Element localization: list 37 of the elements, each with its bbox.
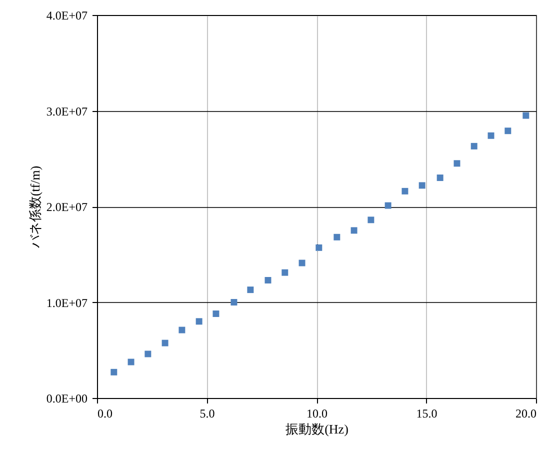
point — [230, 299, 238, 306]
x-tick-label: 20.0 — [516, 406, 536, 420]
point — [368, 216, 374, 224]
point — [196, 318, 202, 325]
point — [316, 244, 322, 251]
point — [144, 350, 152, 358]
y-tick-label: 4.0E+07 — [46, 8, 88, 22]
y-tick-label: 3.0E+07 — [46, 104, 88, 118]
point — [247, 286, 254, 294]
point — [128, 358, 134, 366]
x-axis-title: 振動数(Hz) — [286, 422, 348, 436]
point — [350, 227, 358, 234]
y-tick-label: 0.0E+00 — [46, 392, 88, 406]
y-tick-label: 1.0E+07 — [46, 296, 88, 310]
y-tick-label: 2.0E+07 — [46, 200, 88, 214]
point — [436, 174, 444, 182]
point — [504, 128, 512, 134]
point — [402, 188, 408, 194]
point — [162, 340, 168, 346]
point — [264, 276, 272, 284]
point — [282, 269, 288, 276]
point — [178, 326, 186, 334]
point — [384, 202, 392, 209]
point — [110, 368, 118, 376]
point — [298, 260, 306, 266]
point — [418, 182, 426, 189]
x-tick-label: 15.0 — [416, 406, 438, 420]
point — [470, 142, 478, 150]
x-tick-label: 5.0 — [200, 406, 215, 420]
point — [212, 310, 220, 317]
point — [454, 160, 460, 167]
point — [488, 132, 494, 139]
y-axis-title: バネ係数(tf/m) — [27, 166, 42, 250]
x-tick-label: 0.0 — [98, 406, 112, 420]
x-tick-label: 10.0 — [306, 406, 328, 420]
point — [522, 112, 530, 119]
point — [334, 234, 340, 240]
